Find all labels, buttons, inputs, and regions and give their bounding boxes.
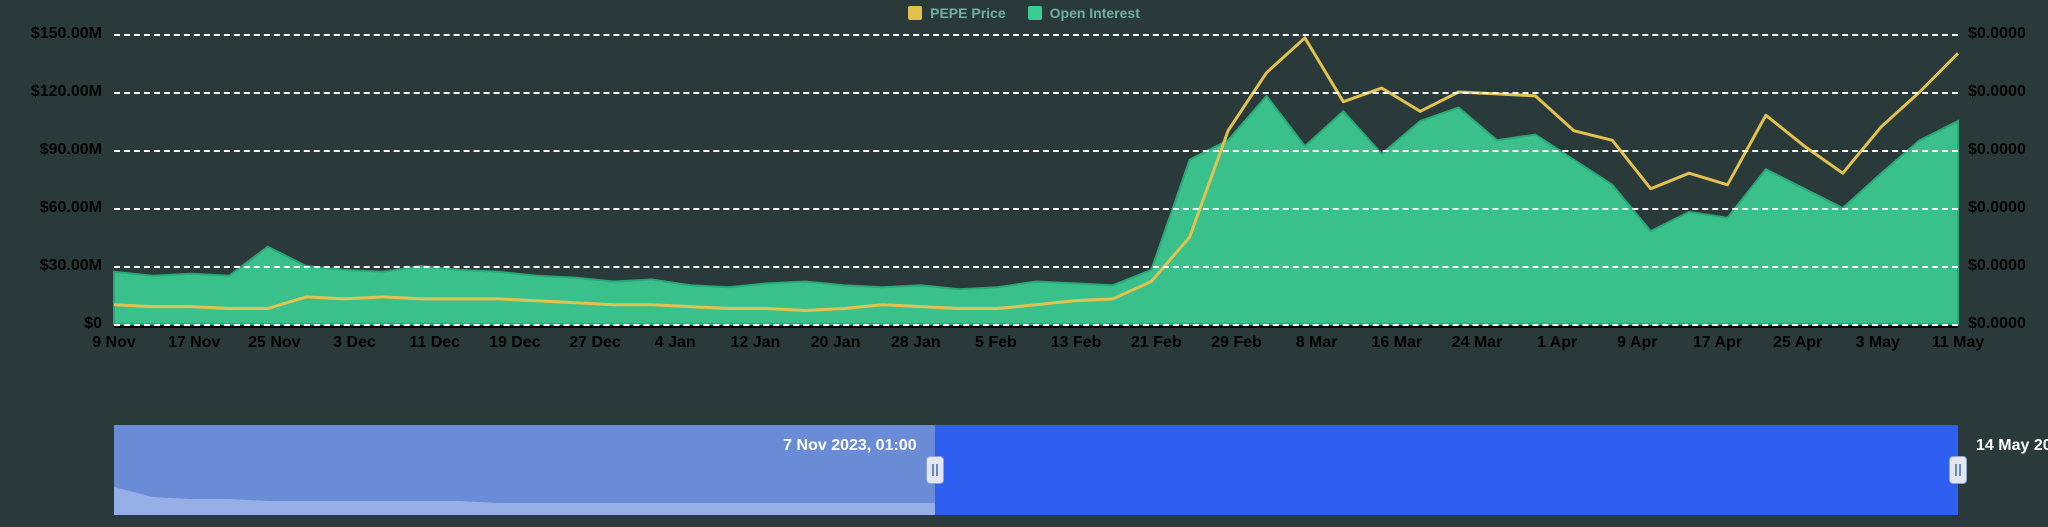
range-handle-left[interactable] xyxy=(926,456,944,484)
x-tick-label: 1 Apr xyxy=(1537,334,1577,352)
x-tick-label: 4 Jan xyxy=(655,334,696,352)
y-right-label: $0.0000 xyxy=(1968,257,2038,275)
x-tick-label: 3 Dec xyxy=(333,334,376,352)
range-label-start: 7 Nov 2023, 01:00 xyxy=(783,437,916,455)
x-tick-label: 17 Nov xyxy=(168,334,220,352)
y-right-label: $0.0000 xyxy=(1968,83,2038,101)
y-right-label: $0.0000 xyxy=(1968,141,2038,159)
range-handle-right[interactable] xyxy=(1949,456,1967,484)
x-tick-label: 25 Nov xyxy=(248,334,300,352)
grid-line xyxy=(114,92,1958,94)
x-tick-label: 25 Apr xyxy=(1773,334,1822,352)
grid-line xyxy=(114,266,1958,268)
legend-label-price: PEPE Price xyxy=(930,5,1006,21)
legend-swatch-oi xyxy=(1028,6,1042,20)
x-tick-label: 27 Dec xyxy=(569,334,621,352)
x-tick-label: 13 Feb xyxy=(1051,334,1102,352)
legend-swatch-price xyxy=(908,6,922,20)
range-slider[interactable]: 7 Nov 2023, 01:00 14 May 20 xyxy=(114,425,1958,515)
y-left-label: $150.00M xyxy=(14,25,102,43)
grid-line xyxy=(114,150,1958,152)
y-right-label: $0.0000 xyxy=(1968,199,2038,217)
y-right-label: $0.0000 xyxy=(1968,25,2038,43)
x-tick-label: 24 Mar xyxy=(1452,334,1503,352)
legend-label-oi: Open Interest xyxy=(1050,5,1140,21)
x-tick-label: 11 May xyxy=(1932,334,1984,352)
y-left-label: $0 xyxy=(14,315,102,333)
y-left-label: $60.00M xyxy=(14,199,102,217)
range-selection[interactable] xyxy=(935,425,1958,515)
y-left-label: $90.00M xyxy=(14,141,102,159)
x-tick-label: 5 Feb xyxy=(975,334,1017,352)
x-tick-label: 28 Jan xyxy=(891,334,941,352)
chart-legend: PEPE Price Open Interest xyxy=(0,0,2048,26)
x-tick-label: 20 Jan xyxy=(811,334,861,352)
legend-item-oi[interactable]: Open Interest xyxy=(1028,5,1140,21)
x-tick-label: 3 May xyxy=(1856,334,1900,352)
x-tick-label: 17 Apr xyxy=(1693,334,1742,352)
main-chart[interactable]: $0 $0.0000 $30.00M $0.0000 $60.00M $0.0000 $90… xyxy=(0,34,2048,384)
range-label-end: 14 May 20 xyxy=(1976,437,2048,455)
chart-container: PEPE Price Open Interest $0 $0.0000 $30.00… xyxy=(0,0,2048,527)
y-left-label: $120.00M xyxy=(14,83,102,101)
plot-area: $0$0.0000$30.00M$0.0000$60.00M$0.0000$90… xyxy=(114,34,1958,324)
x-tick-label: 12 Jan xyxy=(730,334,780,352)
grid-line xyxy=(114,34,1958,36)
y-left-label: $30.00M xyxy=(14,257,102,275)
x-tick-label: 9 Apr xyxy=(1617,334,1657,352)
grid-line xyxy=(114,208,1958,210)
x-tick-label: 29 Feb xyxy=(1211,334,1262,352)
y-right-label: $0.0000 xyxy=(1968,315,2038,333)
x-tick-label: 8 Mar xyxy=(1296,334,1338,352)
x-tick-label: 19 Dec xyxy=(489,334,541,352)
chart-svg xyxy=(114,34,1958,324)
x-tick-label: 9 Nov xyxy=(92,334,136,352)
x-tick-label: 16 Mar xyxy=(1371,334,1422,352)
x-axis: 9 Nov17 Nov25 Nov3 Dec11 Dec19 Dec27 Dec… xyxy=(114,326,1958,356)
x-tick-label: 21 Feb xyxy=(1131,334,1182,352)
x-tick-label: 11 Dec xyxy=(409,334,460,352)
legend-item-price[interactable]: PEPE Price xyxy=(908,5,1006,21)
